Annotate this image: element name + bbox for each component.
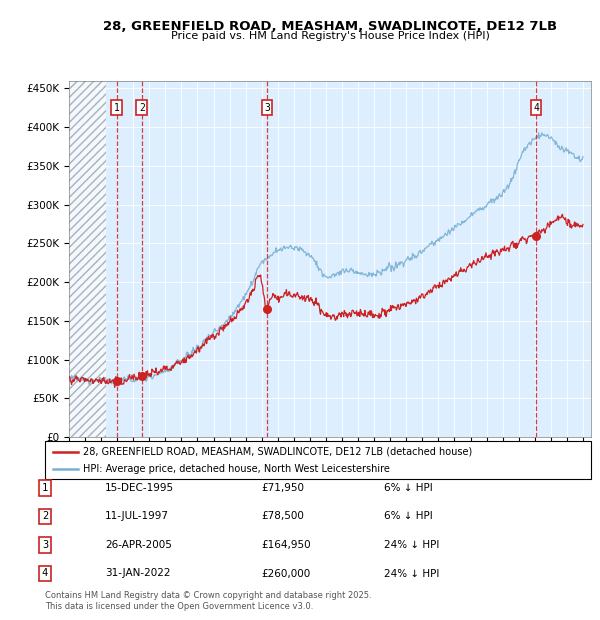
Text: 3: 3 — [264, 103, 270, 113]
Text: £78,500: £78,500 — [261, 512, 304, 521]
Text: 31-JAN-2022: 31-JAN-2022 — [105, 569, 170, 578]
Text: Price paid vs. HM Land Registry's House Price Index (HPI): Price paid vs. HM Land Registry's House … — [170, 31, 490, 41]
Text: 11-JUL-1997: 11-JUL-1997 — [105, 512, 169, 521]
Text: 4: 4 — [533, 103, 539, 113]
Text: This data is licensed under the Open Government Licence v3.0.: This data is licensed under the Open Gov… — [45, 602, 313, 611]
Text: 15-DEC-1995: 15-DEC-1995 — [105, 483, 174, 493]
Text: 1: 1 — [113, 103, 119, 113]
Text: 28, GREENFIELD ROAD, MEASHAM, SWADLINCOTE, DE12 7LB: 28, GREENFIELD ROAD, MEASHAM, SWADLINCOT… — [103, 20, 557, 33]
Text: HPI: Average price, detached house, North West Leicestershire: HPI: Average price, detached house, Nort… — [83, 464, 390, 474]
Text: 6% ↓ HPI: 6% ↓ HPI — [384, 483, 433, 493]
Text: 28, GREENFIELD ROAD, MEASHAM, SWADLINCOTE, DE12 7LB (detached house): 28, GREENFIELD ROAD, MEASHAM, SWADLINCOT… — [83, 447, 472, 457]
Text: 3: 3 — [42, 540, 48, 550]
Text: £260,000: £260,000 — [261, 569, 310, 578]
Text: 26-APR-2005: 26-APR-2005 — [105, 540, 172, 550]
Text: 1: 1 — [42, 483, 48, 493]
Text: 24% ↓ HPI: 24% ↓ HPI — [384, 540, 439, 550]
Text: 6% ↓ HPI: 6% ↓ HPI — [384, 512, 433, 521]
Text: £164,950: £164,950 — [261, 540, 311, 550]
Text: 4: 4 — [42, 569, 48, 578]
Text: 2: 2 — [42, 512, 48, 521]
Text: £71,950: £71,950 — [261, 483, 304, 493]
Text: 2: 2 — [139, 103, 145, 113]
Text: Contains HM Land Registry data © Crown copyright and database right 2025.: Contains HM Land Registry data © Crown c… — [45, 591, 371, 600]
Text: 24% ↓ HPI: 24% ↓ HPI — [384, 569, 439, 578]
Polygon shape — [69, 81, 106, 437]
